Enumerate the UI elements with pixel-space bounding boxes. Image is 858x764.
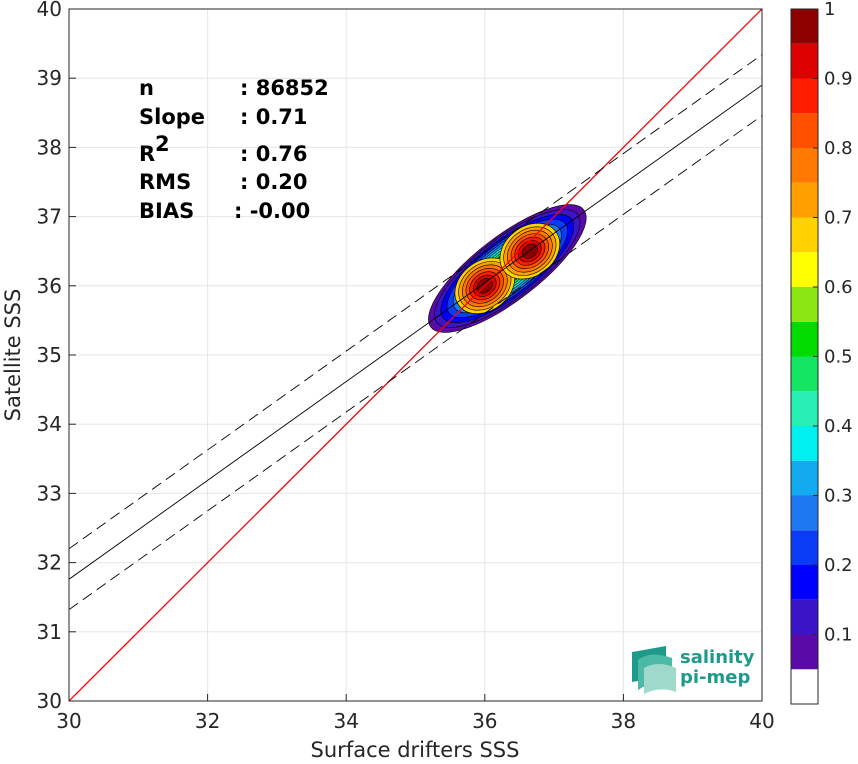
- x-tick-label: 36: [472, 709, 497, 733]
- stat-value: : -0.00: [234, 199, 310, 223]
- stat-label: R: [139, 142, 155, 166]
- y-tick-label: 32: [37, 551, 62, 575]
- stat-label: RMS: [139, 170, 191, 194]
- stat-value: : 0.76: [240, 142, 308, 166]
- colorbar-band: [791, 460, 818, 496]
- y-tick-label: 40: [37, 0, 62, 21]
- y-tick-label: 38: [37, 135, 62, 159]
- y-tick-label: 31: [37, 620, 62, 644]
- y-tick-label: 35: [37, 343, 62, 367]
- stat-label: BIAS: [139, 199, 194, 223]
- colorbar-tick-label: 0.8: [824, 138, 853, 159]
- colorbar: 0.1 0.2 0.3 0.4 0.5 0.6 0.7 0.8 0.9 1: [790, 0, 853, 705]
- colorbar-band: [791, 148, 818, 183]
- colorbar-band: [791, 43, 818, 79]
- colorbar-band: [791, 634, 818, 670]
- colorbar-tick-label: 0.9: [824, 69, 853, 90]
- stat-label-superscript: 2: [155, 132, 170, 156]
- colorbar-tick-label: 0.3: [824, 486, 853, 507]
- y-tick-label: 36: [37, 274, 62, 298]
- fit-lines: [69, 9, 762, 701]
- colorbar-band: [791, 599, 818, 635]
- x-axis-label: Surface drifters SSS: [311, 738, 520, 762]
- y-tick-label: 37: [37, 205, 62, 229]
- x-tick-label: 30: [56, 709, 81, 733]
- regression-lower-line: [69, 115, 762, 611]
- colorbar-tick-label: 0.4: [824, 416, 853, 437]
- colorbar-band: [791, 9, 818, 44]
- colorbar-tick-label: 0.7: [824, 208, 853, 229]
- stat-value: : 0.71: [240, 105, 308, 129]
- y-axis-ticks: 30 31 32 33 34 35 36 37 38 39 40: [37, 0, 76, 713]
- colorbar-tick-label: 0.5: [824, 347, 853, 368]
- colorbar-band: [791, 565, 818, 600]
- stat-value: : 86852: [240, 76, 329, 100]
- stat-value: : 0.20: [240, 170, 308, 194]
- x-tick-label: 38: [611, 709, 636, 733]
- salinity-pimep-logo: salinity pi-mep: [632, 646, 755, 694]
- x-tick-label: 34: [333, 709, 358, 733]
- colorbar-band: [791, 530, 818, 565]
- x-axis-ticks: 30 32 34 36 38 40: [56, 694, 775, 733]
- colorbar-band: [791, 669, 818, 704]
- x-tick-label: 32: [195, 709, 220, 733]
- statistics-box: n : 86852 Slope : 0.71 R 2 : 0.76 RMS : 0.20 BIAS…: [139, 76, 329, 223]
- y-tick-label: 34: [37, 412, 62, 436]
- colorbar-band: [791, 182, 818, 218]
- colorbar-band: [791, 495, 818, 531]
- grid-lines: [68, 8, 763, 702]
- colorbar-band: [791, 287, 818, 322]
- y-tick-label: 30: [37, 689, 62, 713]
- y-axis-label: Satellite SSS: [1, 289, 25, 422]
- colorbar-band: [791, 321, 818, 357]
- identity-line: [69, 9, 762, 701]
- colorbar-band: [791, 78, 818, 114]
- colorbar-band: [791, 252, 818, 287]
- regression-line: [69, 84, 762, 580]
- colorbar-tick-label: 0.2: [824, 555, 853, 576]
- logo-line1: salinity: [680, 647, 755, 668]
- logo-waves-icon: [632, 646, 676, 694]
- regression-upper-line: [69, 54, 762, 550]
- colorbar-band: [791, 391, 818, 426]
- colorbar-band: [791, 356, 818, 392]
- logo-line2: pi-mep: [680, 667, 750, 688]
- colorbar-band: [791, 217, 818, 253]
- y-tick-label: 39: [37, 66, 62, 90]
- colorbar-tick-label: 0.6: [824, 277, 853, 298]
- colorbar-tick-label: 1: [824, 0, 835, 20]
- colorbar-band: [791, 113, 818, 148]
- x-tick-label: 40: [749, 709, 774, 733]
- colorbar-band: [791, 426, 818, 461]
- y-tick-label: 33: [37, 481, 62, 505]
- stat-label: n: [139, 76, 154, 100]
- stat-label: Slope: [139, 105, 205, 129]
- colorbar-tick-label: 0.1: [824, 625, 853, 646]
